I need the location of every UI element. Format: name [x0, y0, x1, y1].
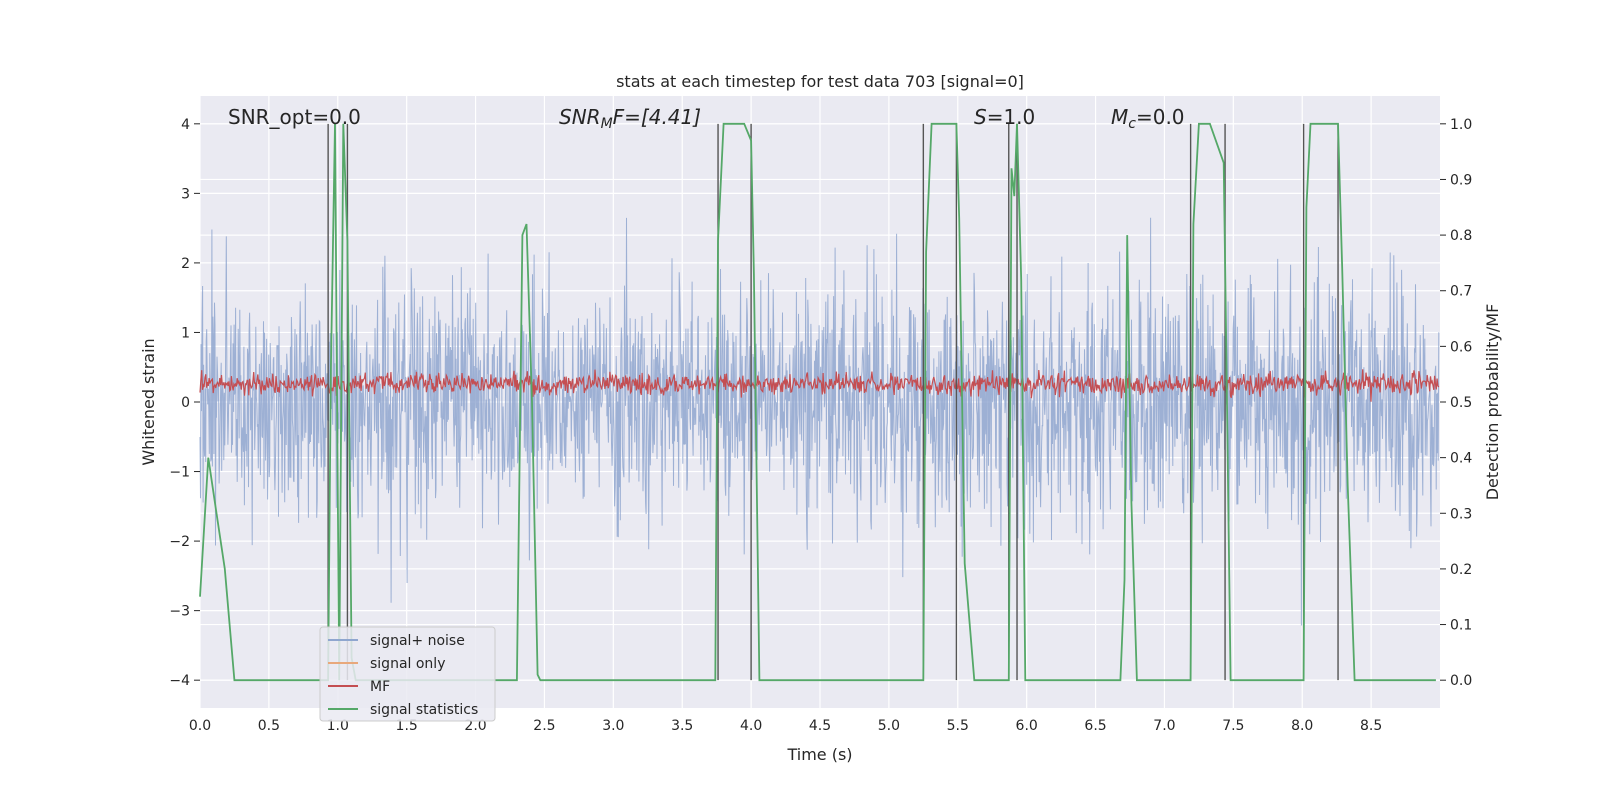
x-tick-label: 1.0: [327, 718, 349, 734]
annotation-snr-mf-rest: F=[4.41]: [613, 105, 701, 129]
y-tick-label: 1: [181, 325, 190, 341]
x-tick-label: 7.0: [1153, 718, 1175, 734]
y2-axis-label: Detection probability/MF: [1483, 304, 1502, 501]
y-axis-ticks: −4 −3 −2 −1 0 1 2 3 4: [169, 117, 200, 689]
y2-tick-label: 0.7: [1450, 284, 1472, 300]
y2-tick-label: 0.0: [1450, 673, 1472, 689]
signal-noise-line: [199, 217, 1440, 626]
signal-statistics-line: [199, 122, 1436, 682]
legend-label-signal-noise: signal+ noise: [370, 633, 465, 649]
x-tick-label: 6.5: [1084, 718, 1106, 734]
annotation-snr-mf-base: SNR: [559, 105, 601, 129]
y2-tick-label: 0.5: [1450, 395, 1472, 411]
x-tick-label: 3.5: [671, 718, 693, 734]
y2-tick-label: 0.4: [1450, 451, 1472, 467]
annotation-snr-mf: SNRMF=[4.41]: [559, 105, 701, 132]
y-axis-label: Whitened strain: [139, 338, 158, 465]
annotation-mc: Mc=0.0: [1111, 105, 1185, 132]
x-tick-label: 1.5: [396, 718, 418, 734]
annotation-mc-italic: M: [1111, 105, 1128, 129]
x-tick-label: 4.0: [740, 718, 762, 734]
y-tick-label: 2: [181, 256, 190, 272]
annotation-s-rest: =1.0: [987, 105, 1036, 129]
y2-tick-label: 0.3: [1450, 506, 1472, 522]
y-tick-label: 3: [181, 186, 190, 202]
y2-tick-label: 0.1: [1450, 618, 1472, 634]
x-axis-ticks: 0.0 0.5 1.0 1.5 2.0 2.5 3.0 3.5 4.0 4.5 5.0 5.5 6.0 6…: [189, 718, 1382, 734]
x-tick-label: 5.5: [947, 718, 969, 734]
legend-box: [319, 626, 496, 722]
chart-title: stats at each timestep for test data 703…: [616, 72, 1024, 91]
y-tick-label: 4: [181, 117, 190, 133]
x-tick-label: 4.5: [809, 718, 831, 734]
y2-tick-label: 0.6: [1450, 339, 1472, 355]
x-tick-label: 0.0: [189, 718, 211, 734]
mf-line: [199, 369, 1440, 402]
y2-tick-label: 1.0: [1450, 117, 1472, 133]
x-tick-label: 0.5: [258, 718, 280, 734]
x-tick-label: 7.5: [1222, 718, 1244, 734]
annotation-s: S=1.0: [974, 105, 1035, 129]
y-tick-label: −3: [169, 604, 190, 620]
legend-label-mf: MF: [370, 679, 390, 695]
y-tick-label: −2: [169, 534, 190, 550]
y2-tick-label: 0.2: [1450, 562, 1472, 578]
annotation-s-italic: S: [974, 105, 987, 129]
annotation-mc-sub: c: [1128, 116, 1136, 132]
x-tick-label: 2.0: [464, 718, 486, 734]
x-axis-label: Time (s): [786, 745, 852, 764]
y-tick-label: 0: [181, 395, 190, 411]
x-tick-label: 8.5: [1360, 718, 1382, 734]
legend-label-signal-statistics: signal statistics: [370, 702, 478, 718]
x-tick-label: 5.0: [878, 718, 900, 734]
x-tick-label: 2.5: [533, 718, 555, 734]
y2-axis-ticks: 0.0 0.1 0.2 0.3 0.4 0.5 0.6 0.7 0.8 0.9 1.0: [1440, 117, 1472, 689]
series-signal-noise: [199, 217, 1440, 626]
annotation-mc-rest: =0.0: [1136, 105, 1185, 129]
series-mf: [199, 369, 1440, 402]
x-tick-label: 3.0: [602, 718, 624, 734]
annotation-snr-opt: SNR_opt=0.0: [228, 105, 361, 129]
legend-label-signal-only: signal only: [370, 656, 445, 672]
y-tick-label: −4: [169, 673, 190, 689]
y-tick-label: −1: [169, 465, 190, 481]
y2-tick-label: 0.9: [1450, 172, 1472, 188]
x-tick-label: 6.0: [1016, 718, 1038, 734]
x-tick-label: 8.0: [1291, 718, 1313, 734]
series-signal-statistics: [199, 122, 1436, 682]
annotation-snr-mf-sub: M: [601, 116, 613, 132]
legend: signal+ noise signal only MF signal stat…: [319, 626, 496, 722]
y2-tick-label: 0.8: [1450, 228, 1472, 244]
